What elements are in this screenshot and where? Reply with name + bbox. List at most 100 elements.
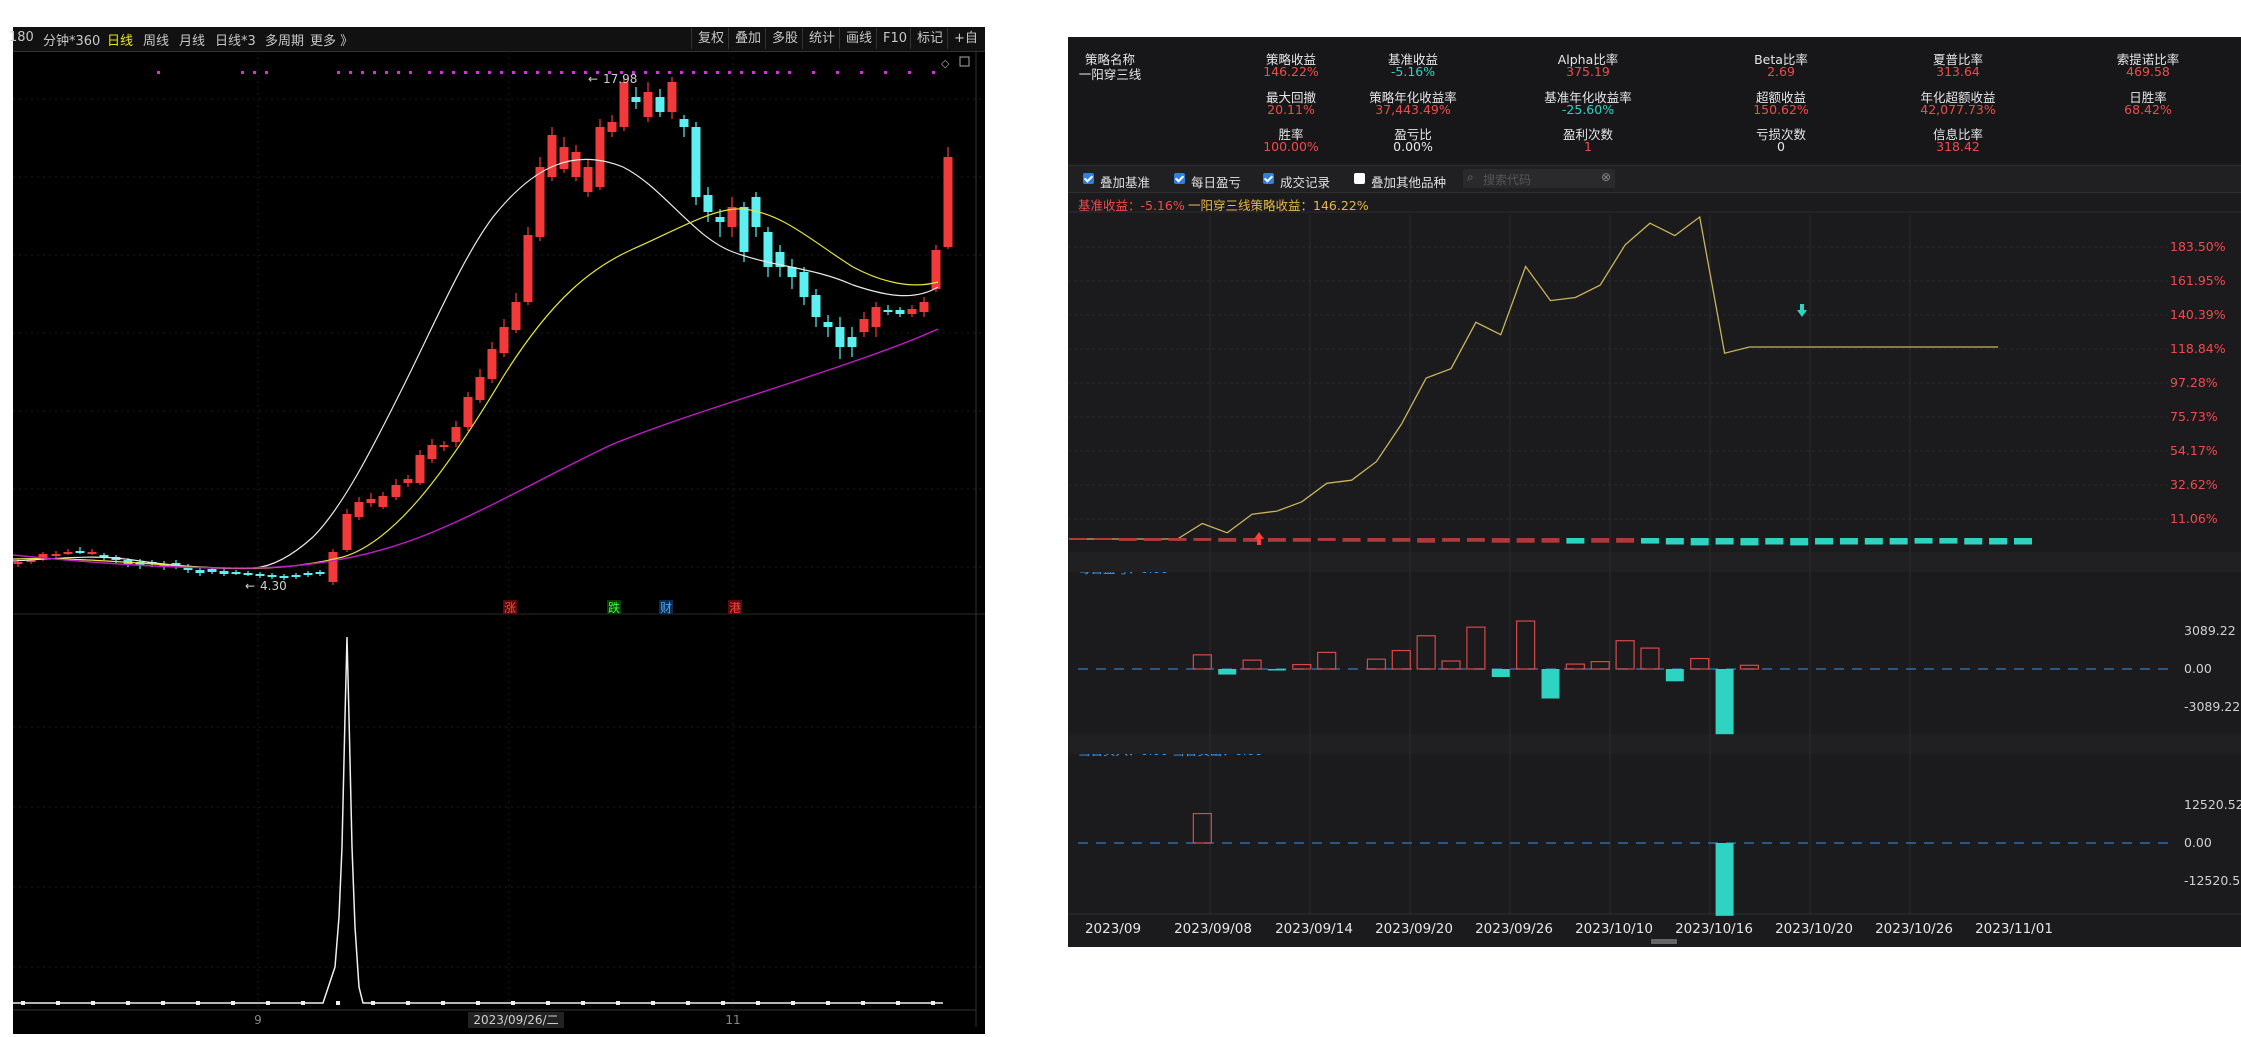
- backtest-charts[interactable]: 183.50% 161.95% 140.39% 118.84% 97.28% 75.73%…: [1068, 37, 2241, 947]
- event-marker-hk[interactable]: 港: [729, 601, 741, 615]
- overlay-button[interactable]: 叠加: [728, 28, 767, 49]
- signal-dot: [740, 71, 743, 74]
- crosshair-date-label: 2023/09/26/二: [473, 1013, 558, 1027]
- event-marker-rise[interactable]: 涨: [504, 600, 516, 615]
- diamond-icon[interactable]: ◇: [941, 57, 950, 70]
- kline-grid: [13, 51, 985, 1007]
- settings-square-icon[interactable]: [959, 56, 970, 67]
- period-minute-360[interactable]: 分钟*360: [43, 34, 101, 49]
- benchmark-mark: [1392, 538, 1411, 542]
- trade-records-label[interactable]: 成交记录: [1280, 175, 1331, 190]
- candle-body: [26, 560, 36, 562]
- candle-body: [315, 572, 325, 574]
- benchmark-mark: [1989, 538, 2008, 545]
- crosshair-date-box: [468, 1012, 564, 1028]
- period-daily[interactable]: 日线: [107, 34, 134, 49]
- low-price-label: 4.30: [260, 579, 287, 593]
- draw-line-button[interactable]: 画线: [839, 28, 878, 49]
- signal-dot: [932, 71, 935, 74]
- clear-icon[interactable]: ⊗: [1601, 170, 1612, 184]
- kline-panel[interactable]: 180 分钟*360 日线 周线 月线 日线*3 多周期 更多 》 复权 叠加 …: [9, 27, 985, 1034]
- signal-dot: [584, 71, 587, 74]
- candle-body: [667, 82, 677, 112]
- candle-body: [291, 575, 301, 577]
- signal-dot: [656, 71, 659, 74]
- trade-records-checkbox[interactable]: [1263, 173, 1274, 184]
- candle-body: [231, 572, 241, 574]
- overlay-other-label[interactable]: 叠加其他品种: [1371, 175, 1447, 190]
- candle-body: [63, 552, 73, 554]
- candle-body: [727, 207, 737, 227]
- signal-dot: [608, 71, 611, 74]
- overlay-other-checkbox[interactable]: [1354, 173, 1365, 184]
- candle-body: [523, 235, 533, 302]
- metric-value: 146.22%: [1263, 64, 1319, 79]
- period-monthly[interactable]: 月线: [179, 34, 206, 49]
- signal-dot: [440, 71, 443, 74]
- metric-label: 策略年化收益率: [1369, 90, 1457, 105]
- f10-button[interactable]: F10: [876, 28, 913, 49]
- period-weekly[interactable]: 周线: [143, 34, 170, 49]
- candle-body: [919, 302, 929, 312]
- metric-value: 0: [1777, 139, 1785, 154]
- indicator-dot: [686, 1001, 690, 1005]
- indicator-dot: [441, 1001, 445, 1005]
- multi-period[interactable]: 多周期: [265, 34, 305, 49]
- sell-marker: [1797, 304, 1807, 317]
- period-180[interactable]: 180: [9, 30, 34, 45]
- daily-pnl-checkbox[interactable]: [1174, 173, 1185, 184]
- returns-axis-tick: 32.62%: [2170, 477, 2218, 492]
- search-input[interactable]: 搜索代码: [1483, 173, 1532, 187]
- event-marker-fall[interactable]: 跌: [608, 600, 620, 615]
- candle-body: [366, 499, 376, 503]
- candle-body: [799, 272, 809, 297]
- candle-body: [559, 147, 569, 169]
- more-menu[interactable]: 更多 》: [310, 34, 354, 49]
- candle-body: [511, 302, 521, 330]
- options-bar: 叠加基准 每日盈亏 成交记录 叠加其他品种 ⌕ 搜索代码 ⊗: [1068, 165, 2241, 193]
- search-box[interactable]: ⌕ 搜索代码 ⊗: [1463, 169, 1615, 188]
- adjust-button[interactable]: 复权: [691, 28, 730, 49]
- returns-axis-tick: 140.39%: [2170, 307, 2226, 322]
- benchmark-mark: [1939, 538, 1958, 544]
- overlay-benchmark-label[interactable]: 叠加基准: [1100, 175, 1151, 190]
- period-daily-x3[interactable]: 日线*3: [215, 34, 256, 49]
- trade-axis-tick: 0.00: [2184, 835, 2212, 850]
- candle-body: [871, 307, 881, 327]
- metric-value: 一阳穿三线: [1078, 67, 1142, 82]
- benchmark-mark: [1218, 538, 1237, 542]
- candle-body: [787, 267, 797, 277]
- custom-button[interactable]: +自: [947, 28, 984, 49]
- benchmark-return-marks: [1069, 538, 2032, 546]
- event-marker-finance[interactable]: 财: [660, 601, 672, 615]
- stats-button[interactable]: 统计: [802, 28, 841, 49]
- candle-body: [835, 327, 845, 347]
- candle-body: [378, 496, 388, 507]
- scroll-handle[interactable]: [1651, 939, 1677, 944]
- candle-body: [463, 397, 473, 427]
- indicator-dot: [931, 1001, 935, 1005]
- pnl-bar-positive: [1466, 626, 1486, 670]
- mark-button[interactable]: 标记: [910, 28, 949, 49]
- trade-bar-buy: [1192, 812, 1212, 844]
- pnl-bar-negative: [1491, 669, 1510, 677]
- indicator-dot: [476, 1001, 480, 1005]
- signal-dot: [716, 71, 719, 74]
- kline-chart[interactable]: ← 17.98 ← 4.30 ◇ 涨 跌 财 港 9 2023/09/26/二 …: [13, 27, 985, 1034]
- candle-body: [895, 310, 905, 314]
- benchmark-mark: [1292, 538, 1311, 542]
- pnl-bar-positive: [1317, 651, 1337, 670]
- signal-dot: [680, 71, 683, 74]
- overlay-benchmark-checkbox[interactable]: [1083, 173, 1094, 184]
- strategy-return-line: [1078, 215, 1999, 540]
- metric-label: 年化超额收益: [1920, 90, 1996, 105]
- pnl-bars: [1192, 620, 1760, 735]
- candle-body: [931, 250, 941, 289]
- benchmark-mark: [1964, 538, 1983, 545]
- returns-axis-tick: 118.84%: [2170, 341, 2226, 356]
- signal-dot: [157, 71, 160, 74]
- multi-stock-button[interactable]: 多股: [765, 28, 804, 49]
- metric-value: 0.00%: [1393, 139, 1433, 154]
- date-tick: 2023/10/20: [1775, 921, 1853, 937]
- daily-pnl-label[interactable]: 每日盈亏: [1191, 175, 1242, 190]
